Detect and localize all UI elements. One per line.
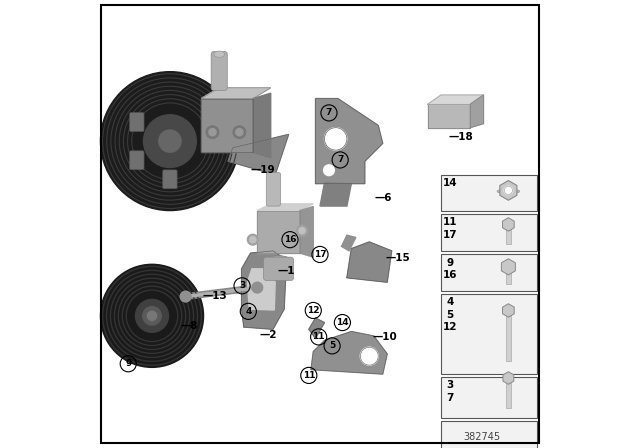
FancyBboxPatch shape: [441, 294, 538, 374]
Text: 12: 12: [443, 323, 457, 332]
Text: 4: 4: [245, 307, 252, 316]
Text: 7: 7: [326, 108, 332, 117]
FancyBboxPatch shape: [506, 383, 511, 408]
Circle shape: [136, 299, 168, 332]
FancyBboxPatch shape: [441, 421, 538, 448]
FancyBboxPatch shape: [506, 230, 511, 244]
Polygon shape: [342, 235, 356, 251]
FancyBboxPatch shape: [130, 112, 144, 131]
Polygon shape: [300, 207, 314, 257]
Text: 7: 7: [337, 155, 343, 164]
Circle shape: [250, 237, 256, 243]
Polygon shape: [253, 93, 271, 158]
Polygon shape: [228, 134, 289, 175]
Text: —13: —13: [203, 291, 227, 301]
Polygon shape: [311, 332, 387, 374]
Circle shape: [159, 130, 181, 152]
Polygon shape: [501, 259, 515, 275]
Text: 5: 5: [329, 341, 335, 350]
Text: 17: 17: [443, 230, 457, 240]
FancyBboxPatch shape: [441, 214, 538, 251]
FancyBboxPatch shape: [441, 377, 538, 418]
Text: 382745: 382745: [463, 432, 500, 442]
Circle shape: [233, 126, 246, 138]
Text: —2: —2: [260, 330, 277, 340]
FancyBboxPatch shape: [506, 316, 511, 361]
Circle shape: [100, 72, 239, 211]
Polygon shape: [428, 95, 484, 104]
Circle shape: [147, 311, 157, 320]
Circle shape: [206, 126, 219, 138]
FancyBboxPatch shape: [264, 257, 294, 280]
Text: 16: 16: [443, 270, 457, 280]
Polygon shape: [248, 269, 275, 310]
Text: 11: 11: [443, 217, 457, 227]
Text: 11: 11: [312, 332, 325, 341]
Polygon shape: [201, 99, 253, 152]
Circle shape: [297, 225, 307, 236]
Polygon shape: [500, 181, 517, 200]
Circle shape: [248, 234, 258, 245]
Text: 7: 7: [446, 393, 454, 403]
FancyBboxPatch shape: [266, 172, 280, 206]
Circle shape: [252, 282, 262, 293]
Circle shape: [143, 306, 161, 325]
Text: —8: —8: [180, 321, 198, 331]
Text: 16: 16: [284, 235, 296, 244]
Ellipse shape: [214, 51, 225, 57]
Text: —15: —15: [386, 253, 411, 263]
Circle shape: [299, 228, 305, 234]
FancyBboxPatch shape: [441, 175, 538, 211]
Polygon shape: [502, 218, 514, 231]
Polygon shape: [428, 104, 470, 128]
Circle shape: [143, 115, 196, 168]
Text: 14: 14: [443, 178, 457, 188]
Polygon shape: [241, 251, 287, 329]
Text: 12: 12: [307, 306, 319, 315]
Text: 3: 3: [446, 380, 454, 390]
Circle shape: [324, 128, 347, 150]
FancyBboxPatch shape: [163, 170, 177, 189]
Text: 9: 9: [446, 258, 454, 267]
Text: 17: 17: [314, 250, 326, 259]
Polygon shape: [308, 318, 324, 338]
Text: 4: 4: [446, 297, 454, 307]
Circle shape: [324, 165, 334, 176]
Text: 5: 5: [446, 310, 454, 320]
Polygon shape: [257, 204, 314, 211]
Circle shape: [360, 347, 378, 365]
Text: —10: —10: [372, 332, 397, 342]
Polygon shape: [502, 304, 514, 317]
Polygon shape: [257, 211, 300, 253]
Ellipse shape: [266, 255, 291, 267]
Circle shape: [209, 129, 216, 136]
Circle shape: [100, 264, 204, 367]
Ellipse shape: [497, 189, 520, 194]
Text: 9: 9: [125, 359, 131, 368]
Polygon shape: [316, 99, 383, 184]
Circle shape: [504, 186, 513, 194]
Text: —1: —1: [277, 266, 295, 276]
Text: 3: 3: [239, 281, 245, 290]
FancyBboxPatch shape: [506, 273, 511, 284]
Text: —19: —19: [250, 165, 275, 175]
Text: —6: —6: [374, 194, 392, 203]
FancyBboxPatch shape: [211, 52, 227, 90]
Circle shape: [236, 129, 243, 136]
Polygon shape: [347, 242, 392, 282]
Polygon shape: [201, 88, 271, 99]
Text: 14: 14: [336, 318, 349, 327]
Text: 11: 11: [303, 371, 315, 380]
Polygon shape: [320, 183, 351, 206]
Polygon shape: [470, 95, 484, 128]
Polygon shape: [503, 372, 514, 384]
Circle shape: [180, 291, 191, 302]
FancyBboxPatch shape: [441, 254, 538, 291]
FancyBboxPatch shape: [130, 151, 144, 170]
Text: —18: —18: [448, 132, 473, 142]
